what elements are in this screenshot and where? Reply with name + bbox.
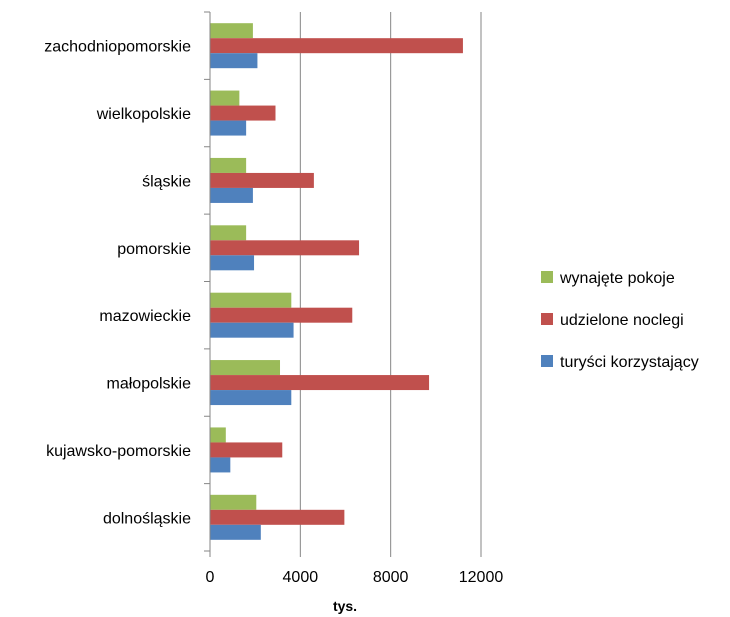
bar-wynajete-pokoje-zachodniopomorskie [210, 23, 253, 39]
legend-swatch-turysci-korzystajacy [541, 355, 553, 367]
legend-swatch-wynajete-pokoje [541, 271, 553, 283]
category-label-malopolskie: małopolskie [107, 376, 192, 393]
category-label-zachodniopomorskie: zachodniopomorskie [44, 39, 191, 56]
x-tick-label: 8000 [373, 569, 409, 586]
legend-label-wynajete-pokoje: wynajęte pokoje [559, 270, 675, 287]
bar-wynajete-pokoje-kujawsko-pomorskie [210, 427, 226, 443]
bar-wynajete-pokoje-dolnoslaskie [210, 494, 257, 510]
tick-labels: 0 4000 8000 12000 [206, 569, 504, 586]
x-tick-label: 12000 [459, 569, 504, 586]
bar-wynajete-pokoje-pomorskie [210, 225, 247, 241]
bar-udzielone-noclegi-dolnoslaskie [210, 509, 345, 525]
category-label-kujawsko-pomorskie: kujawsko-pomorskie [46, 443, 191, 460]
bar-udzielone-noclegi-pomorskie [210, 240, 360, 256]
bar-turysci-korzystajacy-pomorskie [210, 255, 255, 271]
bar-turysci-korzystajacy-wielkopolskie [210, 120, 247, 136]
bar-wynajete-pokoje-slaskie [210, 157, 247, 173]
bar-turysci-korzystajacy-slaskie [210, 187, 253, 203]
category-label-pomorskie: pomorskie [117, 241, 191, 258]
legend: wynajęte pokoje udzielone noclegi turyści … [541, 270, 699, 371]
bar-wynajete-pokoje-mazowieckie [210, 292, 292, 308]
category-label-mazowieckie: mazowieckie [99, 308, 191, 325]
category-label-dolnoslaskie: dolnośląskie [103, 510, 191, 527]
category-label-slaskie: śląskie [142, 173, 191, 190]
bar-turysci-korzystajacy-malopolskie [210, 390, 292, 406]
bar-turysci-korzystajacy-zachodniopomorskie [210, 53, 258, 69]
bar-turysci-korzystajacy-mazowieckie [210, 322, 294, 338]
bar-wynajete-pokoje-malopolskie [210, 360, 281, 376]
bar-udzielone-noclegi-malopolskie [210, 375, 430, 391]
bar-wynajete-pokoje-wielkopolskie [210, 90, 240, 106]
bar-turysci-korzystajacy-dolnoslaskie [210, 524, 261, 540]
bar-udzielone-noclegi-zachodniopomorskie [210, 38, 463, 54]
x-axis-title: tys. [333, 598, 357, 614]
category-label-wielkopolskie: wielkopolskie [96, 106, 191, 123]
legend-label-turysci-korzystajacy: turyści korzystający [560, 354, 699, 371]
bar-udzielone-noclegi-mazowieckie [210, 307, 353, 323]
legend-label-udzielone-noclegi: udzielone noclegi [560, 312, 684, 329]
bar-turysci-korzystajacy-kujawsko-pomorskie [210, 457, 231, 473]
bar-udzielone-noclegi-slaskie [210, 172, 314, 188]
bar-udzielone-noclegi-wielkopolskie [210, 105, 276, 121]
x-tick-label: 4000 [283, 569, 319, 586]
category-labels: zachodniopomorskie wielkopolskie śląskie po… [44, 39, 191, 528]
x-tick-label: 0 [206, 569, 215, 586]
legend-swatch-udzielone-noclegi [541, 313, 553, 325]
bars [210, 23, 463, 540]
bar-udzielone-noclegi-kujawsko-pomorskie [210, 442, 283, 458]
gridlines [204, 11, 482, 557]
